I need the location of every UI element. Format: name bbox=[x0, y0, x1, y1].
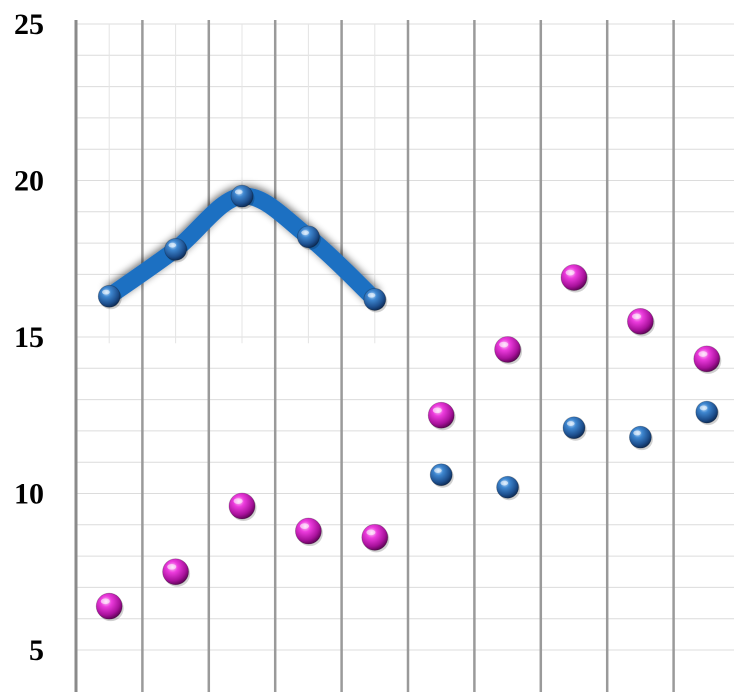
data-points bbox=[95, 184, 722, 622]
blue-data-point bbox=[296, 225, 321, 250]
blue-data-point bbox=[429, 463, 454, 488]
magenta-data-point bbox=[361, 523, 390, 553]
blue-data-point bbox=[97, 284, 122, 310]
blue-data-point bbox=[629, 425, 653, 451]
magenta-data-point bbox=[228, 492, 257, 522]
blue-data-point bbox=[695, 400, 720, 426]
blue-data-point bbox=[562, 416, 587, 441]
magenta-data-point bbox=[693, 345, 722, 374]
y-tick-label: 10 bbox=[14, 478, 44, 511]
y-axis: 5 10 15 20 25 bbox=[14, 8, 44, 667]
blue-data-point bbox=[496, 475, 521, 501]
y-tick-label: 20 bbox=[14, 165, 44, 198]
blue-data-point bbox=[363, 288, 388, 313]
magenta-data-point bbox=[627, 307, 655, 337]
y-tick-label: 25 bbox=[14, 8, 44, 41]
blue-data-point bbox=[164, 237, 189, 263]
magenta-data-point bbox=[294, 517, 323, 547]
magenta-data-point bbox=[162, 558, 191, 587]
magenta-data-point bbox=[95, 592, 124, 622]
grid bbox=[74, 20, 734, 692]
magenta-data-point bbox=[560, 264, 589, 293]
blue-data-point bbox=[230, 184, 255, 210]
magenta-data-point bbox=[494, 336, 523, 365]
magenta-data-point bbox=[427, 401, 456, 431]
y-tick-label: 5 bbox=[29, 634, 44, 667]
y-tick-label: 15 bbox=[14, 321, 44, 354]
